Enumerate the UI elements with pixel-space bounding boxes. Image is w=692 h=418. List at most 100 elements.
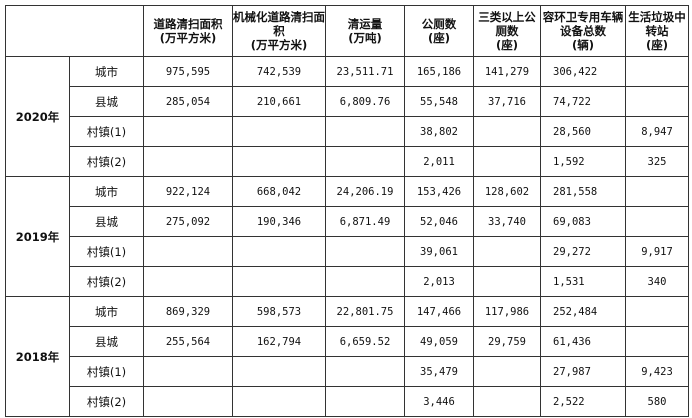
- region-cell: 县城: [69, 326, 144, 357]
- region-cell: 村镇(2): [69, 386, 144, 417]
- table-row: 县城 285,054 210,661 6,809.76 55,548 37,716 74,7…: [6, 86, 689, 117]
- value-cell: 28,560: [540, 116, 626, 147]
- value-cell: [625, 296, 689, 327]
- table-row: 村镇(2) 2,011 1,592 325: [6, 146, 689, 177]
- year-cell: 2019年: [5, 176, 70, 297]
- value-cell: [325, 236, 405, 267]
- value-cell: 55,548: [404, 86, 474, 117]
- value-cell: [143, 236, 233, 267]
- table-row: 2020年 城市 975,595 742,539 23,511.71 165,186 141…: [5, 56, 689, 177]
- value-cell: 38,802: [404, 116, 474, 147]
- value-cell: 27,987: [540, 356, 626, 387]
- region-cell: 村镇(1): [69, 116, 144, 147]
- header-collection-volume: 清运量 (万吨): [347, 17, 383, 45]
- value-cell: 275,092: [143, 206, 233, 237]
- year-cell: 2020年: [5, 56, 70, 177]
- value-cell: 922,124: [143, 176, 233, 207]
- value-cell: 22,801.75: [325, 296, 405, 327]
- value-cell: 742,539: [232, 56, 326, 87]
- sanitation-statistics-table: 道路清扫面积 (万平方米) 机械化道路清扫面积 (万平方米) 清运量 (万吨) …: [5, 5, 689, 417]
- value-cell: [143, 266, 233, 297]
- value-cell: [143, 356, 233, 387]
- header-transfer-stations: 生活垃圾中转站 (座): [628, 10, 686, 52]
- value-cell: 29,759: [473, 326, 541, 357]
- header-cell: 生活垃圾中转站 (座): [625, 5, 689, 57]
- value-cell: 975,595: [143, 56, 233, 87]
- table-row: 2018年 城市 869,329 598,573 22,801.75 147,466 117…: [5, 296, 689, 417]
- value-cell: 39,061: [404, 236, 474, 267]
- value-cell: [625, 56, 689, 87]
- header-class3-toilets: 三类以上公厕数 (座): [478, 10, 536, 52]
- table-row: 村镇(2) 3,446 2,522 580: [6, 386, 689, 417]
- year-cell: 2018年: [5, 296, 70, 417]
- value-cell: 6,809.76: [325, 86, 405, 117]
- region-cell: 村镇(2): [69, 146, 144, 177]
- region-cell: 村镇(1): [69, 236, 144, 267]
- value-cell: [473, 356, 541, 387]
- value-cell: 24,206.19: [325, 176, 405, 207]
- value-cell: 668,042: [232, 176, 326, 207]
- value-cell: 128,602: [473, 176, 541, 207]
- value-cell: [143, 386, 233, 417]
- value-cell: 6,659.52: [325, 326, 405, 357]
- value-cell: 1,592: [540, 146, 626, 177]
- header-public-toilets: 公厕数 (座): [421, 17, 457, 45]
- value-cell: [625, 86, 689, 117]
- value-cell: 141,279: [473, 56, 541, 87]
- region-cell: 村镇(1): [69, 356, 144, 387]
- value-cell: 29,272: [540, 236, 626, 267]
- value-cell: [232, 146, 326, 177]
- value-cell: 117,986: [473, 296, 541, 327]
- value-cell: [232, 266, 326, 297]
- region-cell: 城市: [69, 296, 144, 327]
- header-cell: 三类以上公厕数 (座): [473, 5, 541, 57]
- value-cell: [625, 206, 689, 237]
- value-cell: 1,531: [540, 266, 626, 297]
- value-cell: 325: [625, 146, 689, 177]
- value-cell: [325, 386, 405, 417]
- table-row: 县城 275,092 190,346 6,871.49 52,046 33,740 69,0…: [6, 206, 689, 237]
- header-sanitation-vehicles: 容环卫专用车辆设备总数 (辆): [542, 10, 624, 52]
- value-cell: 210,661: [232, 86, 326, 117]
- value-cell: 165,186: [404, 56, 474, 87]
- table-row: 村镇(2) 2,013 1,531 340: [6, 266, 689, 297]
- value-cell: 52,046: [404, 206, 474, 237]
- table-row: 2019年 城市 922,124 668,042 24,206.19 153,426 128…: [5, 176, 689, 297]
- value-cell: 2,011: [404, 146, 474, 177]
- value-cell: 598,573: [232, 296, 326, 327]
- region-cell: 城市: [69, 176, 144, 207]
- value-cell: 9,917: [625, 236, 689, 267]
- table-row: 村镇(1) 39,061 29,272 9,917: [6, 236, 689, 267]
- region-cell: 村镇(2): [69, 266, 144, 297]
- value-cell: [232, 236, 326, 267]
- region-cell: 城市: [69, 56, 144, 87]
- value-cell: [232, 116, 326, 147]
- value-cell: 61,436: [540, 326, 626, 357]
- value-cell: 281,558: [540, 176, 626, 207]
- value-cell: 6,871.49: [325, 206, 405, 237]
- value-cell: 190,346: [232, 206, 326, 237]
- header-cell: [5, 5, 144, 57]
- value-cell: 35,479: [404, 356, 474, 387]
- value-cell: 340: [625, 266, 689, 297]
- value-cell: 23,511.71: [325, 56, 405, 87]
- value-cell: 153,426: [404, 176, 474, 207]
- value-cell: 580: [625, 386, 689, 417]
- value-cell: 869,329: [143, 296, 233, 327]
- value-cell: [473, 386, 541, 417]
- header-cell: 道路清扫面积 (万平方米): [143, 5, 233, 57]
- value-cell: 37,716: [473, 86, 541, 117]
- value-cell: [325, 146, 405, 177]
- value-cell: [143, 146, 233, 177]
- value-cell: 306,422: [540, 56, 626, 87]
- region-cell: 县城: [69, 206, 144, 237]
- value-cell: [473, 266, 541, 297]
- table-row: 县城 255,564 162,794 6,659.52 49,059 29,759 61,4…: [6, 326, 689, 357]
- value-cell: 69,083: [540, 206, 626, 237]
- value-cell: 8,947: [625, 116, 689, 147]
- value-cell: [325, 356, 405, 387]
- value-cell: 49,059: [404, 326, 474, 357]
- value-cell: 285,054: [143, 86, 233, 117]
- header-cell: 容环卫专用车辆设备总数 (辆): [540, 5, 626, 57]
- value-cell: 33,740: [473, 206, 541, 237]
